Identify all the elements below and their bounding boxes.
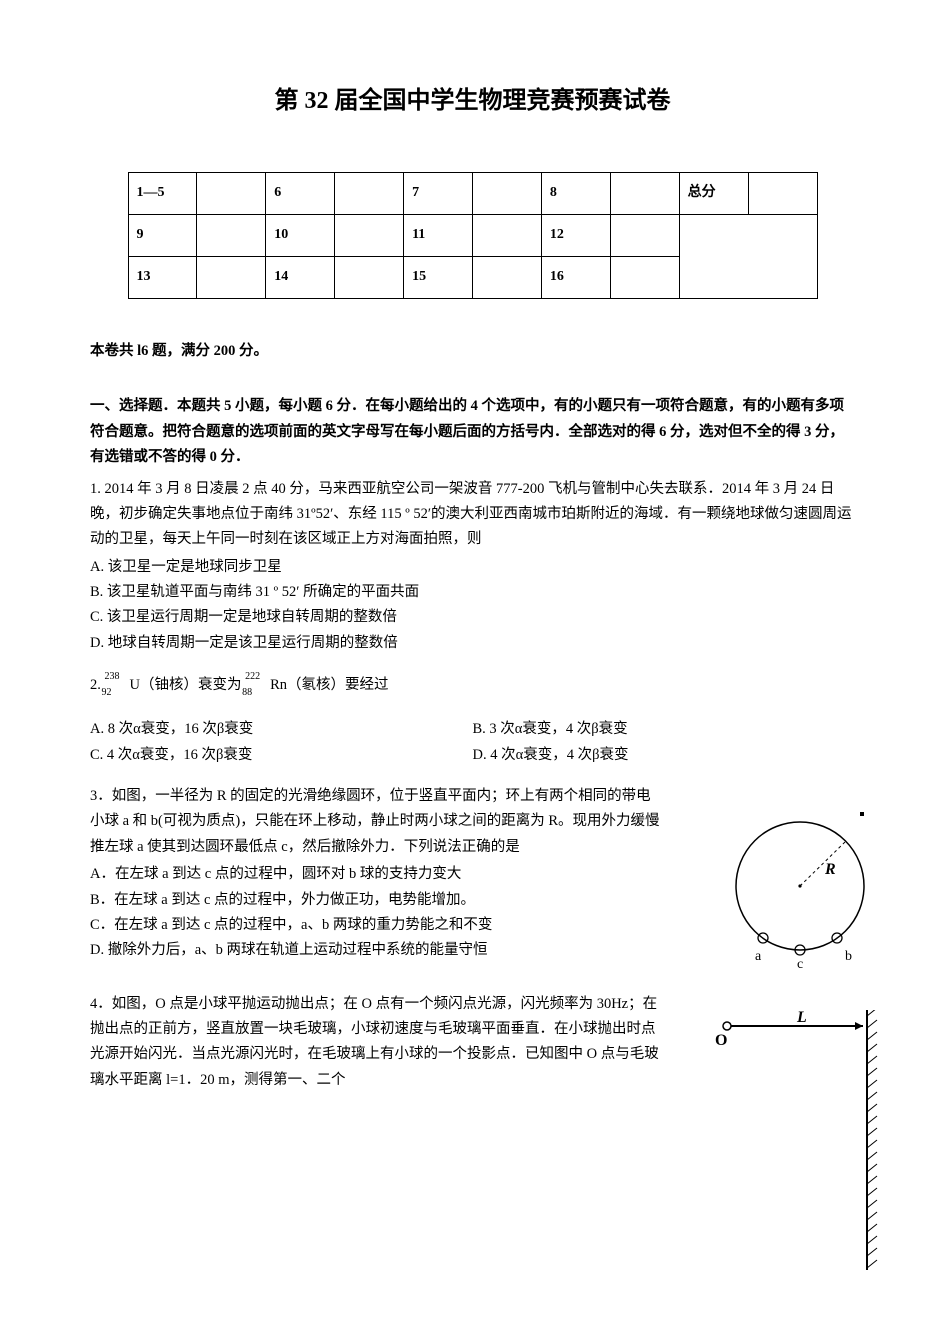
score-cell: 10 xyxy=(266,215,335,257)
score-cell xyxy=(679,215,817,299)
question-4: 4．如图，O 点是小球平抛运动抛出点；在 O 点有一个频闪点光源，闪光频率为 3… xyxy=(90,992,855,1094)
q4-figure: O L xyxy=(715,1010,885,1270)
q4-L-label: L xyxy=(796,1010,807,1026)
score-cell xyxy=(197,215,266,257)
q2-option-d: D. 4 次α衰变，4 次β衰变 xyxy=(473,743,856,768)
question-1: 1. 2014 年 3 月 8 日凌晨 2 点 40 分，马来西亚航空公司一架波… xyxy=(90,477,855,657)
q2-option-c: C. 4 次α衰变，16 次β衰变 xyxy=(90,743,473,768)
score-cell: 13 xyxy=(128,257,197,299)
question-3: 3．如图，一半径为 R 的固定的光滑绝缘圆环，位于竖直平面内；环上有两个相同的带… xyxy=(90,784,855,964)
score-cell xyxy=(197,173,266,215)
score-cell: 16 xyxy=(541,257,610,299)
q3-figure: R a b c xyxy=(715,808,885,998)
q3-body: 3．如图，一半径为 R 的固定的光滑绝缘圆环，位于竖直平面内；环上有两个相同的带… xyxy=(90,784,660,860)
score-cell xyxy=(197,257,266,299)
score-cell xyxy=(472,173,541,215)
score-cell: 15 xyxy=(404,257,473,299)
score-table: 1—5 6 7 8 总分 9 10 11 12 13 14 15 16 xyxy=(128,172,818,299)
q3-option-a: A．在左球 a 到达 c 点的过程中，圆环对 b 球的支持力变大 xyxy=(90,862,660,887)
q2-body: 2. 23892U（铀核）衰变为 22288Rn（氡核）要经过 xyxy=(90,672,855,699)
score-cell: 6 xyxy=(266,173,335,215)
q3-R-label: R xyxy=(824,861,836,878)
page-title: 第 32 届全国中学生物理竞赛预赛试卷 xyxy=(90,80,855,122)
q2-option-b: B. 3 次α衰变，4 次β衰变 xyxy=(473,717,856,742)
q1-option-d: D. 地球自转周期一定是该卫星运行周期的整数倍 xyxy=(90,631,855,656)
score-cell xyxy=(610,173,679,215)
q2-nuc1-bot: 92 xyxy=(102,687,112,698)
score-cell: 总分 xyxy=(679,173,748,215)
info-line: 本卷共 l6 题，满分 200 分。 xyxy=(90,339,855,364)
q4-O-label: O xyxy=(715,1032,727,1049)
score-cell: 11 xyxy=(404,215,473,257)
q2-nuc2-bot: 88 xyxy=(242,687,252,698)
score-cell xyxy=(610,257,679,299)
q3-option-d: D. 撤除外力后，a、b 两球在轨道上运动过程中系统的能量守恒 xyxy=(90,938,660,963)
q1-option-c: C. 该卫星运行周期一定是地球自转周期的整数倍 xyxy=(90,605,855,630)
q4-body: 4．如图，O 点是小球平抛运动抛出点；在 O 点有一个频闪点光源，闪光频率为 3… xyxy=(90,992,660,1094)
score-cell xyxy=(472,257,541,299)
q3-a-label: a xyxy=(755,949,762,964)
score-cell xyxy=(610,215,679,257)
q3-option-c: C．在左球 a 到达 c 点的过程中，a、b 两球的重力势能之和不变 xyxy=(90,913,660,938)
q2-option-a: A. 8 次α衰变，16 次β衰变 xyxy=(90,717,473,742)
score-cell: 14 xyxy=(266,257,335,299)
q3-b-label: b xyxy=(845,949,852,964)
score-cell: 12 xyxy=(541,215,610,257)
score-cell xyxy=(748,173,817,215)
q1-option-b: B. 该卫星轨道平面与南纬 31 º 52′ 所确定的平面共面 xyxy=(90,580,855,605)
q2-nuc1-top: 238 xyxy=(105,671,120,682)
score-cell: 1—5 xyxy=(128,173,197,215)
score-cell xyxy=(472,215,541,257)
score-cell xyxy=(335,173,404,215)
score-cell: 7 xyxy=(404,173,473,215)
q2-sym1: U（铀核）衰变为 xyxy=(130,677,246,693)
q3-c-label: c xyxy=(797,957,803,972)
question-2: 2. 23892U（铀核）衰变为 22288Rn（氡核）要经过 A. 8 次α衰… xyxy=(90,672,855,768)
q3-option-b: B．在左球 a 到达 c 点的过程中，外力做正功，电势能增加。 xyxy=(90,888,660,913)
q1-body: 1. 2014 年 3 月 8 日凌晨 2 点 40 分，马来西亚航空公司一架波… xyxy=(90,477,855,553)
score-cell: 9 xyxy=(128,215,197,257)
score-cell: 8 xyxy=(541,173,610,215)
score-cell xyxy=(335,257,404,299)
q1-option-a: A. 该卫星一定是地球同步卫星 xyxy=(90,555,855,580)
q2-nuc2-top: 222 xyxy=(245,671,260,682)
q2-sym2: Rn（氡核）要经过 xyxy=(270,677,388,693)
score-cell xyxy=(335,215,404,257)
section1-heading: 一、选择题．本题共 5 小题，每小题 6 分．在每小题给出的 4 个选项中，有的… xyxy=(90,394,855,470)
